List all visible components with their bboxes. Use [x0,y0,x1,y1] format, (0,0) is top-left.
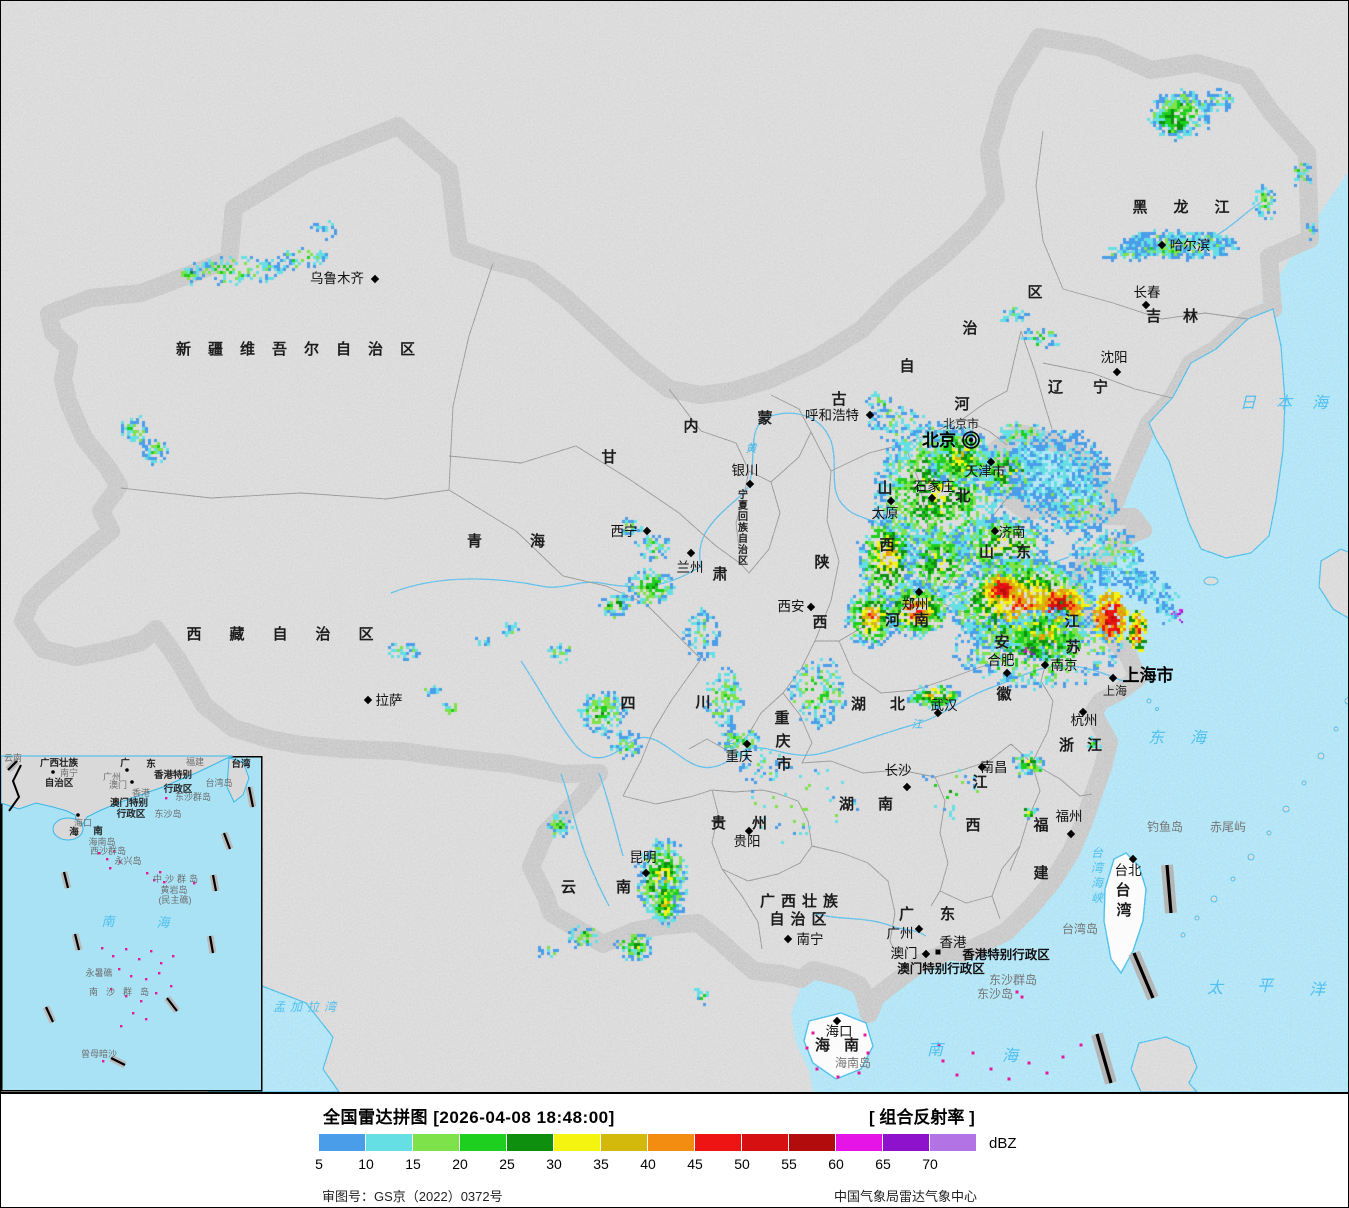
legend-color-50 [742,1134,789,1151]
legend-tick-30: 30 [546,1156,562,1172]
product-label: [ 组合反射率 ] [869,1108,975,1127]
unit-label: dBZ [989,1135,1017,1152]
map-area: 新疆维吾尔自治区 西藏自治区 青海甘肃宁夏回族自治区内蒙古自治区黑龙江 吉林 辽宁河北山… [1,1,1348,1092]
legend-tick-10: 10 [358,1156,374,1172]
legend-tick-65: 65 [875,1156,891,1172]
legend-color-40 [648,1134,695,1151]
legend-tick-55: 55 [781,1156,797,1172]
legend-tick-60: 60 [828,1156,844,1172]
map-license-number: 审图号：GS京（2022）0372号 [322,1189,503,1204]
legend-tick-40: 40 [640,1156,656,1172]
legend-tick-25: 25 [499,1156,515,1172]
legend-color-60 [836,1134,883,1151]
legend-tick-35: 35 [593,1156,609,1172]
base-map [1,1,1348,1092]
legend-color-65 [883,1134,930,1151]
legend-tick-45: 45 [687,1156,703,1172]
legend-color-30 [554,1134,601,1151]
legend-tick-70: 70 [922,1156,938,1172]
legend-color-15 [413,1134,460,1151]
legend-tick-20: 20 [452,1156,468,1172]
legend-color-10 [366,1134,413,1151]
legend-color-25 [507,1134,554,1151]
legend-color-70 [930,1134,977,1151]
inset-hainan [52,817,84,841]
map-title: 全国雷达拼图 [2026-04-08 18:48:00] [323,1108,615,1127]
legend-color-35 [601,1134,648,1151]
legend-panel: 全国雷达拼图 [2026-04-08 18:48:00] [ 组合反射率 ] d… [1,1092,1348,1207]
legend-tick-15: 15 [405,1156,421,1172]
legend-color-20 [460,1134,507,1151]
legend-color-45 [695,1134,742,1151]
inset-map [1,755,263,1092]
legend-color-5 [319,1134,366,1151]
reflectivity-colorbar [319,1134,977,1151]
legend-tick-50: 50 [734,1156,750,1172]
data-source-credit: 中国气象局雷达气象中心 [834,1189,978,1204]
legend-tick-5: 5 [315,1156,323,1172]
legend-color-55 [789,1134,836,1151]
colorbar-ticks: 5 10 15 20 25 30 35 40 45 50 55 60 65 70 [1,1156,1348,1172]
